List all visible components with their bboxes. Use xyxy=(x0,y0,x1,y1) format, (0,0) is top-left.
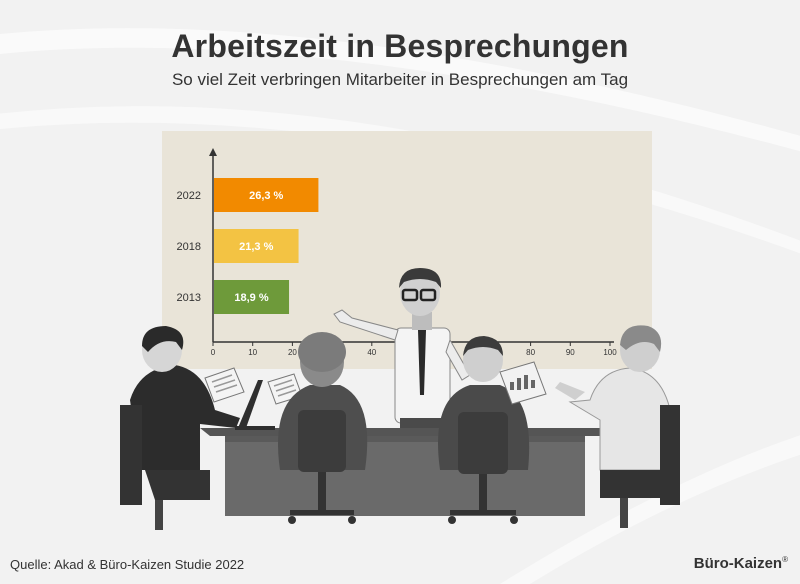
y-tick-label: 2022 xyxy=(177,190,201,202)
x-tick-label: 100 xyxy=(603,348,617,357)
chart-bars: 26,3 % 21,3 % 18,9 % xyxy=(214,178,319,314)
brand-logo: Büro-Kaizen® xyxy=(694,555,788,572)
y-tick-label: 2018 xyxy=(177,241,201,253)
bar-2018 xyxy=(214,229,299,263)
left-person-figure xyxy=(120,326,240,530)
page-subtitle: So viel Zeit verbringen Mitarbeiter in B… xyxy=(171,70,629,89)
bar-2022 xyxy=(214,178,319,212)
bar-value-label: 18,9 % xyxy=(234,292,268,304)
y-tick-label: 2013 xyxy=(177,292,201,304)
x-tick-label: 40 xyxy=(367,348,376,357)
brand-registered-mark: ® xyxy=(782,555,788,564)
x-tick-label: 0 xyxy=(211,348,216,357)
y-axis-arrow-icon xyxy=(209,148,217,156)
x-tick-label: 90 xyxy=(566,348,575,357)
x-tick-label: 10 xyxy=(248,348,257,357)
bar-2013 xyxy=(214,280,290,314)
bar-value-label: 26,3 % xyxy=(249,190,283,202)
seated-man-figure xyxy=(438,336,530,524)
right-person-figure xyxy=(555,325,680,528)
report-paper-icon xyxy=(499,361,547,405)
laptop-icon xyxy=(235,380,275,430)
seated-woman-figure xyxy=(278,332,368,524)
x-tick-label: 80 xyxy=(526,348,535,357)
x-tick-label: 20 xyxy=(288,348,297,357)
meeting-table xyxy=(200,428,610,516)
bar-value-label: 21,3 % xyxy=(239,241,273,253)
document-icon xyxy=(204,367,245,403)
source-note: Quelle: Akad & Büro-Kaizen Studie 2022 xyxy=(10,557,245,572)
brand-name: Büro-Kaizen xyxy=(693,555,783,572)
page-title: Arbeitszeit in Besprechungen xyxy=(171,28,629,64)
